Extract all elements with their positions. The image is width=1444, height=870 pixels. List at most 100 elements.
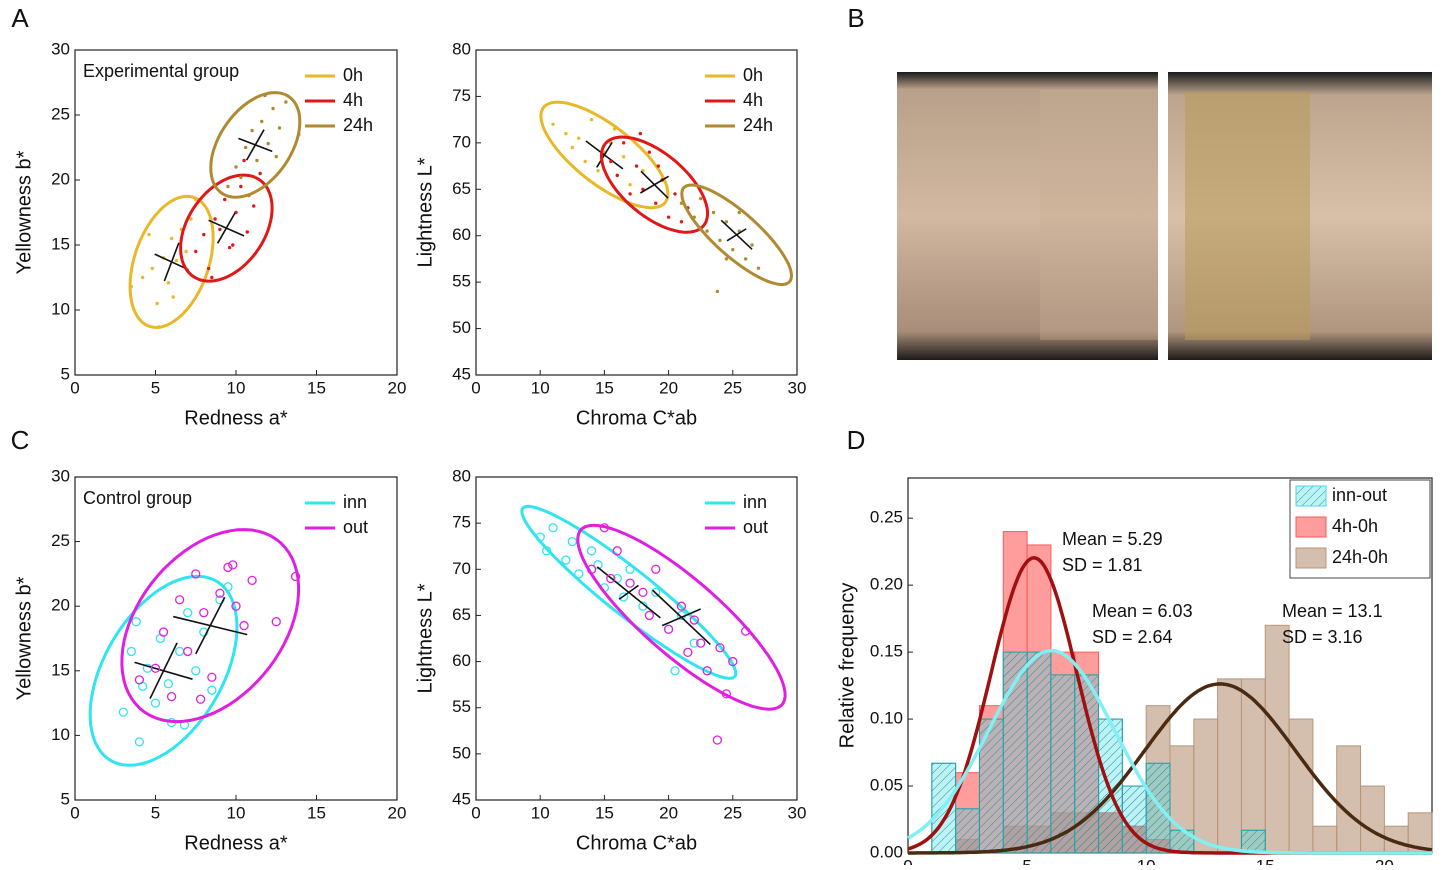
- point: [609, 159, 613, 164]
- y-tick-label: 15: [51, 660, 70, 679]
- point: [260, 119, 264, 124]
- point: [166, 281, 171, 285]
- point: [118, 707, 128, 717]
- point: [231, 601, 241, 611]
- point: [737, 210, 741, 215]
- histogram-hatch: [955, 808, 980, 854]
- point: [577, 136, 581, 140]
- point: [252, 204, 256, 208]
- point: [271, 617, 281, 627]
- histogram-bar: [1193, 718, 1219, 854]
- point: [718, 238, 722, 243]
- y-tick-label: 5: [61, 364, 70, 383]
- point: [150, 698, 161, 708]
- point: [131, 617, 141, 627]
- x-tick-label: 5: [151, 803, 160, 822]
- x-tick-label: 10: [227, 378, 246, 397]
- point: [567, 536, 577, 547]
- point: [564, 131, 568, 136]
- y-tick-label: 45: [452, 789, 471, 808]
- y-tick-label: 0.15: [870, 642, 903, 661]
- histogram-bar: [1240, 678, 1266, 854]
- histogram-bar: [1288, 718, 1314, 854]
- point: [250, 128, 254, 133]
- point: [223, 197, 227, 202]
- confidence-ellipse: [120, 528, 301, 724]
- point: [158, 627, 169, 637]
- point: [183, 646, 193, 657]
- x-tick-label: 30: [788, 803, 807, 822]
- point: [689, 638, 699, 648]
- point: [215, 588, 225, 598]
- x-tick-label: 0: [70, 803, 79, 822]
- x-tick-label: 20: [388, 378, 407, 397]
- point: [621, 141, 626, 145]
- normal-fit: [907, 648, 1432, 855]
- point: [711, 210, 716, 215]
- point: [194, 249, 198, 254]
- y-axis-title: Lightness L*: [414, 583, 436, 693]
- point: [596, 169, 600, 173]
- point: [189, 217, 193, 221]
- confidence-ellipse: [209, 91, 302, 199]
- x-tick-label: 10: [531, 378, 550, 397]
- y-axis-title: Yellowness b*: [13, 576, 35, 700]
- point: [171, 295, 175, 299]
- point: [174, 595, 185, 605]
- y-tick-label: 0.05: [870, 776, 903, 795]
- y-tick-label: 10: [51, 299, 70, 318]
- point: [683, 647, 693, 657]
- point: [593, 560, 603, 570]
- point: [184, 249, 188, 254]
- point: [679, 220, 684, 224]
- panel-label: D: [847, 425, 866, 455]
- point: [140, 275, 145, 280]
- y-axis-title: Lightness L*: [414, 157, 436, 267]
- y-axis-title: Relative frequency: [836, 583, 858, 749]
- point: [583, 159, 587, 164]
- y-tick-label: 70: [452, 132, 471, 151]
- x-tick-label: 20: [659, 378, 678, 397]
- fit-mean-label: Mean = 5.29: [1062, 529, 1163, 549]
- y-tick-label: 20: [51, 596, 70, 615]
- histogram-hatch: [1145, 762, 1171, 854]
- point: [615, 173, 619, 178]
- point: [255, 158, 259, 163]
- point: [654, 201, 658, 205]
- legend-label: 24h: [743, 115, 773, 135]
- point: [274, 154, 278, 159]
- point: [126, 646, 137, 657]
- y-tick-label: 70: [452, 559, 471, 578]
- y-tick-label: 65: [452, 179, 471, 198]
- y-tick-label: 10: [51, 725, 70, 744]
- principal-axis: [618, 584, 639, 600]
- histogram-hatch: [1050, 674, 1076, 854]
- confidence-ellipse: [576, 523, 787, 711]
- point: [155, 301, 159, 306]
- legend-label: out: [343, 517, 368, 537]
- x-tick-label: 15: [1256, 856, 1275, 865]
- point: [231, 243, 235, 247]
- confidence-ellipse: [680, 183, 794, 287]
- x-tick-label: 5: [151, 378, 160, 397]
- y-tick-label: 5: [61, 789, 70, 808]
- point: [702, 666, 712, 676]
- y-tick-label: 0.20: [870, 575, 903, 594]
- point: [628, 192, 632, 196]
- y-tick-label: 50: [452, 318, 471, 337]
- point: [228, 560, 238, 570]
- fit-mean-label: Mean = 6.03: [1092, 601, 1193, 621]
- point: [638, 587, 648, 598]
- principal-axis: [154, 253, 189, 271]
- y-tick-label: 55: [452, 272, 471, 291]
- point: [663, 624, 674, 634]
- principal-axis: [134, 661, 193, 680]
- confidence-ellipse: [539, 100, 670, 210]
- confidence-ellipse: [599, 135, 709, 234]
- point: [561, 555, 571, 565]
- x-tick-label: 15: [595, 378, 614, 397]
- plot-frame: [475, 476, 798, 801]
- point: [699, 196, 703, 201]
- legend-hatch: [1295, 485, 1327, 507]
